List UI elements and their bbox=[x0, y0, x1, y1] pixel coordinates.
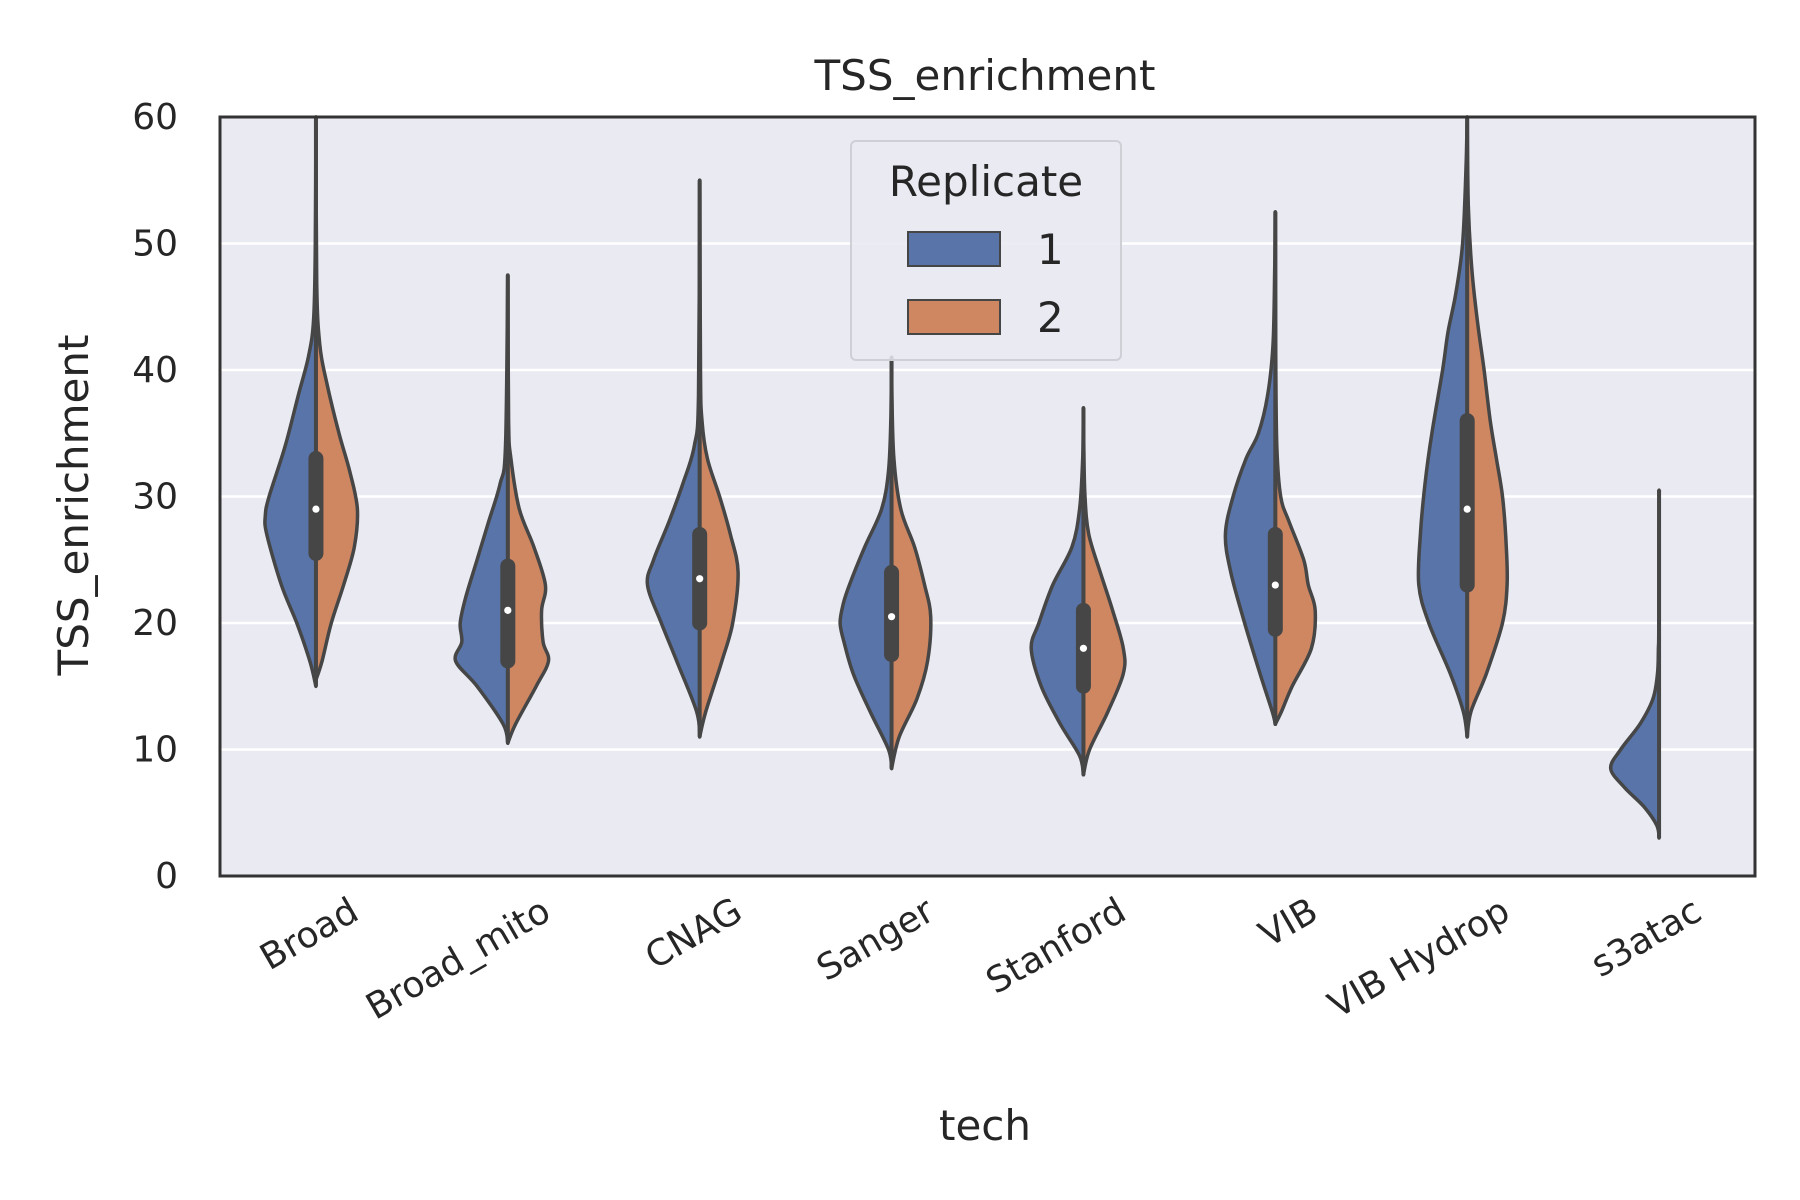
x-tick-label: s3atac bbox=[1584, 890, 1708, 985]
violin-half-replicate-1 bbox=[1416, 115, 1469, 739]
violin-half-replicate-2 bbox=[1465, 115, 1510, 739]
y-axis-label: TSS_enrichment bbox=[49, 335, 98, 677]
x-axis-label: tech bbox=[939, 1101, 1031, 1150]
x-tick-label: CNAG bbox=[639, 890, 750, 977]
y-tick-label: 10 bbox=[132, 730, 178, 771]
legend-swatch-replicate-1 bbox=[907, 231, 1001, 267]
y-tick-label: 50 bbox=[132, 224, 178, 265]
x-tick-label: Sanger bbox=[810, 890, 941, 989]
violin-half-replicate-1 bbox=[838, 355, 894, 771]
violin-half-replicate-1 bbox=[453, 273, 510, 745]
legend-label-replicate-2: 2 bbox=[1037, 293, 1064, 342]
plot-border bbox=[218, 115, 1757, 878]
chart-title: TSS_enrichment bbox=[814, 51, 1156, 100]
median-point bbox=[696, 575, 704, 583]
median-point bbox=[1271, 581, 1279, 589]
x-tick-label: VIB Hydrop bbox=[1322, 890, 1517, 1026]
legend-title: Replicate bbox=[889, 157, 1083, 206]
y-tick-label: 40 bbox=[132, 350, 178, 391]
median-point bbox=[1463, 505, 1471, 513]
median-point bbox=[312, 505, 320, 513]
plot-frame bbox=[218, 115, 1757, 878]
median-point bbox=[504, 606, 512, 614]
legend: Replicate 1 2 bbox=[850, 140, 1122, 361]
inner-boxes bbox=[308, 117, 1662, 839]
x-tick-label: Broad_mito bbox=[359, 890, 557, 1028]
y-tick-label: 20 bbox=[132, 603, 178, 644]
x-tick-label: VIB bbox=[1252, 890, 1324, 955]
y-tick-labels: 0 10 20 30 40 50 60 bbox=[132, 97, 178, 897]
median-point bbox=[1079, 644, 1088, 652]
y-tick-label: 30 bbox=[132, 477, 178, 518]
legend-swatch-replicate-2 bbox=[907, 299, 1001, 335]
x-tick-label: Broad bbox=[253, 890, 365, 978]
violins bbox=[263, 115, 1662, 840]
x-tick-label: Stanford bbox=[979, 890, 1132, 1002]
median-point bbox=[887, 613, 896, 621]
legend-label-replicate-1: 1 bbox=[1037, 225, 1064, 274]
y-tick-label: 60 bbox=[132, 97, 178, 138]
y-tick-label: 0 bbox=[155, 856, 178, 897]
